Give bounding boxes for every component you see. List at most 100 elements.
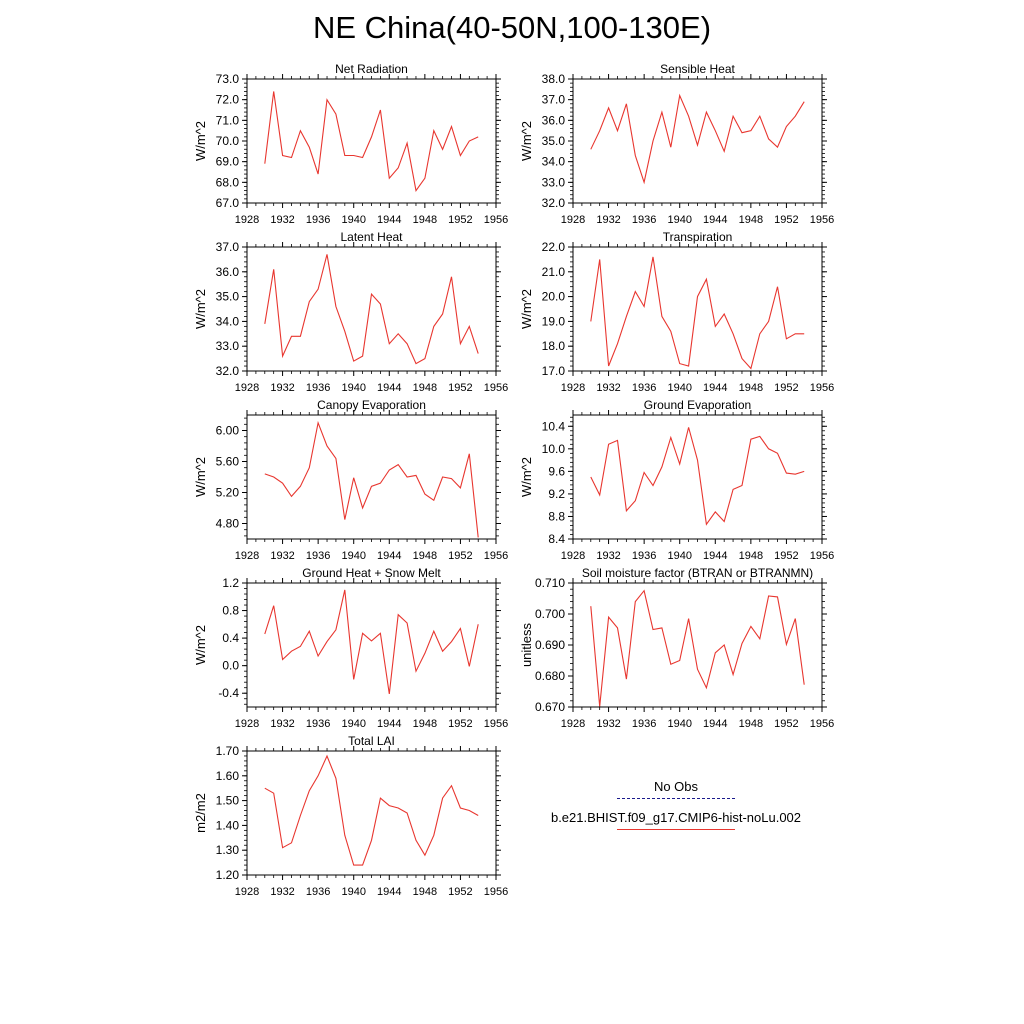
y-tick-label: 0.710 (535, 576, 565, 590)
y-tick-label: 35.0 (216, 290, 240, 304)
y-tick-label: 18.0 (542, 339, 566, 353)
x-tick-label: 1944 (377, 886, 401, 898)
panel-title: Canopy Evaporation (317, 398, 426, 412)
series-line-1 (591, 427, 804, 524)
panel-title: Net Radiation (335, 62, 408, 76)
plot-frame (573, 247, 822, 371)
panel-3: Latent Heat 1928 1932 1936 1940 1944 1948 1952 1… (193, 230, 508, 394)
plot-frame (573, 583, 822, 707)
y-tick-label: 32.0 (216, 364, 240, 378)
legend-obs-label: No Obs (520, 778, 832, 796)
series-line-1 (265, 254, 478, 363)
y-tick-label: 8.4 (548, 532, 565, 546)
y-tick-label: 20.0 (542, 290, 566, 304)
plot-frame (247, 583, 496, 707)
x-tick-label: 1928 (561, 550, 585, 562)
x-tick-label: 1948 (413, 382, 437, 394)
panel-1: Net Radiation 1928 1932 1936 1940 1944 1948 195… (193, 62, 508, 226)
x-tick-label: 1932 (596, 382, 620, 394)
x-tick-label: 1948 (413, 886, 437, 898)
legend-obs-line (617, 798, 735, 799)
x-tick-label: 1944 (377, 382, 401, 394)
x-tick-label: 1952 (448, 214, 472, 226)
panel-title: Latent Heat (340, 230, 403, 244)
y-tick-label: 0.670 (535, 700, 565, 714)
y-tick-label: 9.2 (548, 487, 565, 501)
x-tick-label: 1932 (270, 382, 294, 394)
x-tick-label: 1928 (561, 718, 585, 730)
y-tick-label: 70.0 (216, 134, 240, 148)
x-tick-label: 1932 (596, 550, 620, 562)
y-tick-label: 71.0 (216, 113, 240, 127)
y-tick-label: 10.4 (542, 419, 566, 433)
x-tick-label: 1952 (774, 718, 798, 730)
y-tick-label: 21.0 (542, 265, 566, 279)
x-tick-label: 1948 (413, 214, 437, 226)
panel-title: Sensible Heat (660, 62, 735, 76)
y-axis-label: W/m^2 (193, 289, 208, 329)
y-tick-label: 34.0 (542, 155, 566, 169)
x-tick-label: 1940 (341, 886, 365, 898)
y-tick-label: 36.0 (216, 265, 240, 279)
x-tick-label: 1932 (270, 550, 294, 562)
y-tick-label: 1.20 (216, 868, 240, 882)
y-tick-label: 68.0 (216, 175, 240, 189)
series-line-1 (591, 96, 804, 183)
x-tick-label: 1928 (235, 886, 259, 898)
y-tick-label: 37.0 (542, 93, 566, 107)
plot-frame (247, 751, 496, 875)
y-axis-label: unitless (519, 622, 534, 667)
panel-title: Transpiration (663, 230, 733, 244)
x-tick-label: 1952 (448, 718, 472, 730)
x-tick-label: 1948 (739, 550, 763, 562)
y-tick-label: 5.60 (216, 455, 240, 469)
x-tick-label: 1944 (703, 382, 727, 394)
x-tick-label: 1956 (810, 550, 834, 562)
x-tick-label: 1956 (484, 886, 508, 898)
x-tick-label: 1936 (306, 214, 330, 226)
plot-frame (247, 415, 496, 539)
y-tick-label: 9.6 (548, 464, 565, 478)
series-line-1 (591, 257, 804, 369)
series-line-1 (265, 590, 478, 694)
legend-model-line (617, 829, 735, 830)
x-tick-label: 1936 (632, 550, 656, 562)
x-tick-label: 1940 (667, 214, 691, 226)
figure: NE China(40-50N,100-130E) Net Radiation 1… (0, 0, 1024, 1024)
x-tick-label: 1932 (270, 886, 294, 898)
y-axis-label: m2/m2 (193, 793, 208, 833)
y-tick-label: 72.0 (216, 93, 240, 107)
x-tick-label: 1944 (377, 550, 401, 562)
y-tick-label: 5.20 (216, 486, 240, 500)
x-tick-label: 1936 (306, 886, 330, 898)
legend-model-label: b.e21.BHIST.f09_g17.CMIP6-hist-noLu.002 (520, 809, 832, 827)
y-axis-label: W/m^2 (519, 457, 534, 497)
y-tick-label: 1.50 (216, 794, 240, 808)
x-tick-label: 1952 (448, 886, 472, 898)
y-axis-label: W/m^2 (519, 289, 534, 329)
y-tick-label: -0.4 (218, 686, 239, 700)
x-tick-label: 1932 (270, 214, 294, 226)
panel-title: Soil moisture factor (BTRAN or BTRANMN) (582, 566, 813, 580)
y-tick-label: 0.680 (535, 669, 565, 683)
x-tick-label: 1928 (561, 382, 585, 394)
x-tick-label: 1956 (484, 214, 508, 226)
y-tick-label: 37.0 (216, 240, 240, 254)
panel-4: Transpiration 1928 1932 1936 1940 1944 1948 195… (519, 230, 834, 394)
panel-title: Total LAI (348, 734, 395, 748)
y-tick-label: 34.0 (216, 314, 240, 328)
x-tick-label: 1936 (306, 550, 330, 562)
y-tick-label: 36.0 (542, 113, 566, 127)
x-tick-label: 1956 (484, 550, 508, 562)
x-tick-label: 1936 (632, 214, 656, 226)
y-tick-label: 1.40 (216, 818, 240, 832)
y-tick-label: 38.0 (542, 72, 566, 86)
y-tick-label: 0.690 (535, 638, 565, 652)
series-line-1 (265, 91, 478, 190)
x-tick-label: 1928 (235, 550, 259, 562)
x-tick-label: 1952 (774, 550, 798, 562)
y-tick-label: 1.60 (216, 769, 240, 783)
y-tick-label: 17.0 (542, 364, 566, 378)
panel-title: Ground Evaporation (644, 398, 751, 412)
x-tick-label: 1940 (341, 718, 365, 730)
